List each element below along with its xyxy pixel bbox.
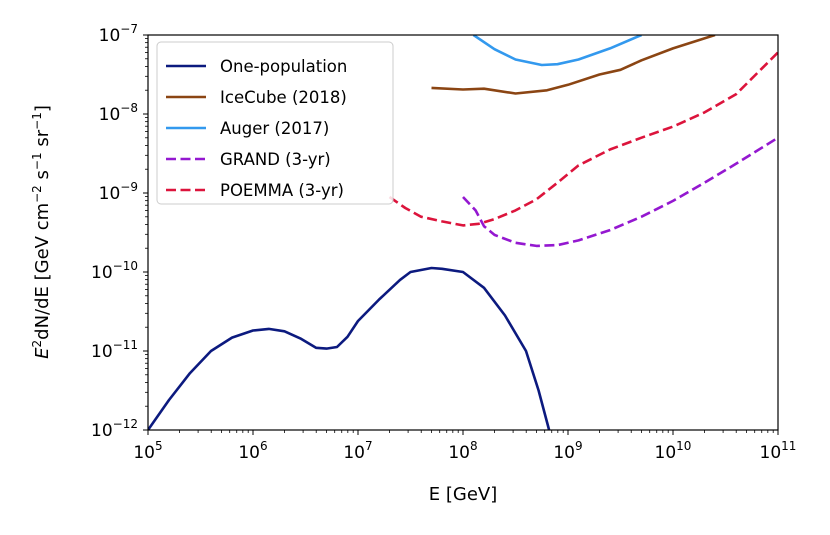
y-tick-label: 10−11 (91, 338, 138, 362)
series-line-auger-2017 (472, 35, 643, 67)
x-tick-label: 107 (343, 439, 372, 463)
legend-label-one-population: One-population (220, 57, 347, 76)
x-tick-label: 105 (133, 439, 162, 463)
y-axis-label: E2dN/dE [GeV cm−2 s−1 sr−1] (30, 105, 53, 359)
y-tick-label: 10−7 (99, 22, 138, 46)
y-label-end: ] (32, 105, 53, 112)
y-label-sup: 2 (30, 340, 44, 348)
x-tick-label: 1010 (655, 439, 692, 463)
legend-label-grand-3-yr: GRAND (3-yr) (220, 150, 331, 169)
y-tick-label: 10−10 (91, 259, 138, 283)
y-tick-label: 10−9 (99, 180, 138, 204)
x-tick-label: 1011 (760, 439, 797, 463)
legend: One-population IceCube (2018) Auger (2017)… (156, 41, 394, 205)
series-line-poemma-3-yr (388, 51, 778, 227)
series-line-grand-3-yr (462, 136, 778, 248)
y-label-unit1: −2 (30, 185, 44, 203)
y-label-unit2: −1 (30, 152, 44, 170)
legend-label-poemma-3-yr: POEMMA (3-yr) (220, 181, 344, 200)
y-label-mid2: sr (32, 129, 53, 152)
x-tick-label: 109 (553, 439, 582, 463)
y-label-rest: dN/dE [GeV cm (32, 203, 53, 340)
legend-label-icecube-2018: IceCube (2018) (220, 88, 347, 107)
y-label-unit3: −1 (30, 112, 44, 130)
x-tick-label: 106 (238, 439, 267, 463)
y-label-base: E (32, 347, 53, 359)
series-line-icecube-2018 (431, 35, 716, 95)
x-tick-label: 108 (448, 439, 477, 463)
y-tick-label: 10−12 (91, 417, 138, 441)
legend-label-auger-2017: Auger (2017) (220, 119, 329, 138)
series-layer (148, 35, 778, 430)
legend-box (156, 41, 394, 205)
series-line-one-population (148, 266, 551, 430)
ticks-layer: 105 106 107 108 109 1010 1011 10−12 10−11 10−10 10… (91, 22, 796, 463)
y-tick-label: 10−8 (99, 101, 138, 125)
y-label-mid1: s (32, 170, 53, 185)
x-axis-label: E [GeV] (429, 484, 497, 505)
